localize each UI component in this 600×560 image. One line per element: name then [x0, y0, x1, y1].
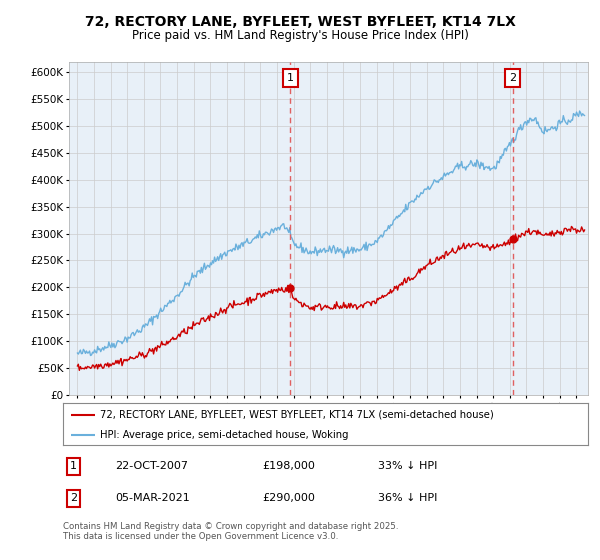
Text: 1: 1 [287, 73, 294, 83]
Text: Contains HM Land Registry data © Crown copyright and database right 2025.
This d: Contains HM Land Registry data © Crown c… [63, 522, 398, 542]
Text: 2: 2 [509, 73, 516, 83]
Text: 33% ↓ HPI: 33% ↓ HPI [378, 461, 437, 472]
Text: Price paid vs. HM Land Registry's House Price Index (HPI): Price paid vs. HM Land Registry's House … [131, 29, 469, 42]
Text: 72, RECTORY LANE, BYFLEET, WEST BYFLEET, KT14 7LX: 72, RECTORY LANE, BYFLEET, WEST BYFLEET,… [85, 15, 515, 29]
Text: 2: 2 [70, 493, 77, 503]
Text: £290,000: £290,000 [263, 493, 316, 503]
Text: 1: 1 [70, 461, 77, 472]
Text: HPI: Average price, semi-detached house, Woking: HPI: Average price, semi-detached house,… [100, 430, 348, 440]
Text: 05-MAR-2021: 05-MAR-2021 [115, 493, 190, 503]
Text: 72, RECTORY LANE, BYFLEET, WEST BYFLEET, KT14 7LX (semi-detached house): 72, RECTORY LANE, BYFLEET, WEST BYFLEET,… [100, 410, 493, 420]
Text: 22-OCT-2007: 22-OCT-2007 [115, 461, 188, 472]
Text: £198,000: £198,000 [263, 461, 316, 472]
Text: 36% ↓ HPI: 36% ↓ HPI [378, 493, 437, 503]
